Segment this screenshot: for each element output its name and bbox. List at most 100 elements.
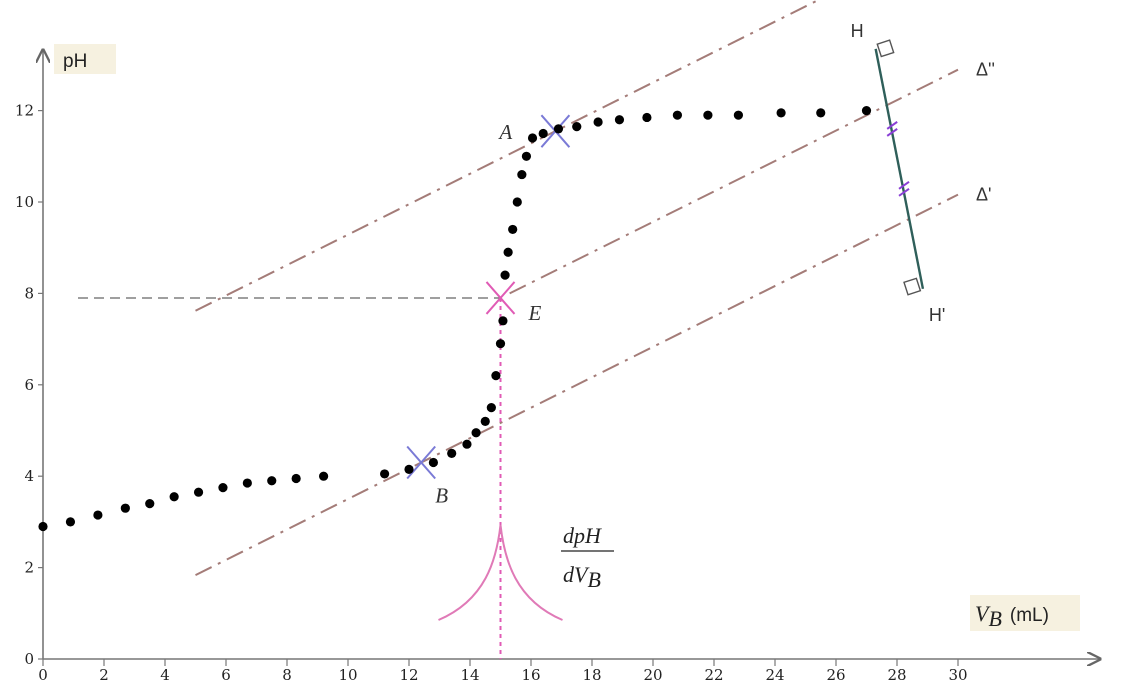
x-tick-label: 16	[521, 666, 540, 683]
data-point	[508, 224, 518, 235]
data-point	[512, 197, 522, 207]
equal-length-tick	[886, 128, 898, 137]
x-tick-label: 26	[826, 666, 845, 683]
construction-cross-mark	[406, 445, 436, 480]
x-tick-label: 10	[338, 666, 357, 683]
data-point	[642, 112, 652, 123]
data-point	[242, 478, 252, 488]
data-point	[380, 469, 390, 479]
data-point	[486, 403, 496, 413]
data-point	[861, 106, 872, 116]
y-axis-title-bg	[54, 44, 116, 74]
data-point	[672, 110, 683, 120]
y-tick-label: 8	[24, 284, 34, 302]
equal-length-tick	[898, 181, 910, 190]
data-point	[572, 121, 582, 132]
data-point	[495, 339, 506, 349]
x-axis-title-unit: (mL)	[1010, 605, 1049, 626]
data-point	[553, 124, 564, 134]
y-tick-label: 6	[24, 376, 34, 394]
derivative-peak-curve	[438, 524, 563, 621]
data-point	[471, 428, 481, 438]
data-point	[816, 108, 826, 118]
x-tick-label: 18	[582, 666, 601, 683]
x-tick-label: 24	[765, 666, 784, 683]
derivative-denominator-variable: dV	[563, 562, 590, 587]
construction-cross-mark	[485, 281, 516, 315]
x-tick-label: 20	[643, 666, 662, 683]
data-point	[447, 448, 457, 458]
construction-point-label: E	[528, 301, 542, 325]
x-tick-label: 0	[38, 666, 48, 683]
data-point	[593, 117, 603, 127]
construction-point-label: A	[497, 120, 512, 144]
data-point	[291, 473, 301, 484]
data-point	[491, 371, 501, 381]
data-point	[462, 439, 472, 449]
x-tick-label: 14	[460, 666, 479, 683]
data-points	[38, 106, 872, 532]
data-point	[404, 464, 414, 474]
data-point	[733, 110, 744, 120]
data-point	[517, 169, 527, 180]
y-tick-group: 0 2 4 6 8 10 12	[15, 102, 43, 668]
x-tick-label: 4	[160, 666, 170, 683]
x-tick-label: 6	[221, 666, 231, 683]
data-point	[38, 521, 48, 532]
data-point	[498, 316, 508, 326]
construction-point-label: B	[435, 483, 448, 507]
data-point	[428, 457, 438, 468]
y-tick-label: 2	[24, 559, 34, 577]
data-point	[703, 110, 713, 120]
equal-length-tick	[898, 188, 910, 197]
data-point	[776, 108, 786, 118]
x-tick-group: 0 2 4 6 8 10 12 14 16 18 20 22 24 26 28 30	[38, 659, 968, 683]
data-point	[120, 503, 130, 513]
data-point	[169, 492, 179, 502]
data-point	[500, 270, 510, 280]
y-axis-title: pH	[63, 51, 87, 72]
data-point	[527, 133, 538, 143]
data-point	[145, 499, 155, 509]
x-tick-label: 30	[948, 666, 967, 683]
derivative-annotation: dpH dVB	[561, 523, 614, 592]
tangent-construction: ΔΔ''Δ'HH'AEB	[78, 0, 995, 659]
derivative-denominator: dVB	[563, 562, 601, 592]
data-point	[267, 476, 277, 486]
tangent-line-label: Δ'	[976, 185, 991, 205]
equal-length-tick	[886, 121, 898, 130]
x-tick-label: 22	[704, 666, 723, 683]
tangent-line-label: Δ''	[976, 60, 995, 80]
x-tick-label: 28	[887, 666, 906, 683]
x-tick-label: 12	[399, 666, 418, 683]
y-tick-label: 12	[15, 102, 34, 120]
data-point	[538, 128, 548, 139]
data-point	[480, 416, 490, 426]
y-tick-label: 0	[24, 650, 34, 668]
tangent-line	[195, 0, 821, 312]
point-label-H-prime: H'	[929, 305, 945, 325]
x-axis-title-subscript: B	[988, 606, 1001, 631]
data-point	[193, 487, 204, 497]
x-axis-title-variable: V	[975, 601, 991, 626]
data-point	[65, 517, 76, 527]
x-axis-title: VB (mL)	[975, 601, 1049, 631]
data-point	[521, 151, 532, 161]
x-axis-title-bg	[970, 595, 1080, 631]
data-point	[503, 247, 513, 257]
data-point	[93, 510, 103, 520]
tangent-line	[509, 68, 959, 295]
point-label-H: H	[851, 21, 864, 41]
tangent-line	[195, 193, 959, 576]
x-tick-label: 8	[282, 666, 292, 683]
perpendicular-segment	[874, 48, 925, 290]
right-angle-marker	[903, 277, 922, 296]
right-angle-marker	[876, 39, 895, 58]
derivative-numerator: dpH	[563, 523, 602, 548]
y-tick-label: 10	[15, 193, 34, 211]
data-point	[218, 483, 228, 493]
x-tick-label: 2	[99, 666, 109, 683]
y-tick-label: 4	[24, 467, 34, 485]
derivative-denominator-subscript: B	[587, 567, 600, 592]
